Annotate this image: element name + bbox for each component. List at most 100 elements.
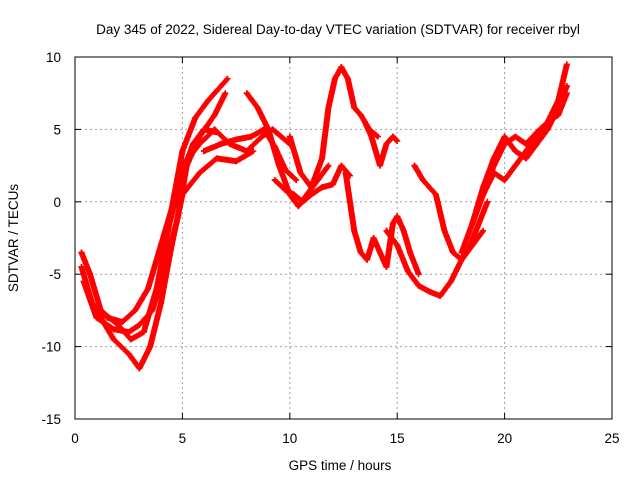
data-point [555,111,562,118]
data-point [293,177,300,184]
data-point [377,249,384,256]
data-point [319,184,326,191]
x-tick-label: 5 [179,431,187,446]
data-point [278,133,285,140]
data-point [351,227,358,234]
data-point [276,162,283,169]
x-tick-label: 25 [604,431,619,446]
data-point [338,64,345,71]
data-point [258,133,265,140]
data-point [512,162,519,169]
data-point [179,148,186,155]
data-point [319,155,326,162]
series-track-l [383,227,487,299]
series-track-p [480,90,570,198]
data-point [374,133,381,140]
data-point [563,61,570,68]
data-point [218,140,225,147]
data-point [93,307,100,314]
plot-frame [74,56,613,420]
data-point [140,329,147,336]
data-point [110,336,117,343]
data-point [213,155,220,162]
data-point [200,126,207,133]
x-tick-label: 10 [282,431,297,446]
data-point [136,321,143,328]
data-point [394,213,401,220]
data-point [80,278,87,285]
data-point [368,133,375,140]
data-point [480,191,487,198]
data-point [469,220,476,227]
data-point [512,133,519,140]
data-point [458,249,465,256]
data-point [248,133,255,140]
data-point [243,90,250,97]
data-point [523,148,530,155]
data-point [411,162,418,169]
data-point [484,198,491,205]
data-point [415,282,422,289]
data-point [166,220,173,227]
data-point [308,191,315,198]
data-point [233,158,240,165]
data-point [533,133,540,140]
data-point [190,140,197,147]
data-point [419,177,426,184]
data-point [179,162,186,169]
data-point [78,263,85,270]
series-markers [342,169,422,276]
data-point [450,249,457,256]
data-point [265,126,272,133]
axis-ticks: 0 5 10 15 20 25 -15 -10 -5 0 5 10 [41,50,619,446]
data-point [544,119,551,126]
data-point [437,292,444,299]
data-point [145,285,152,292]
data-point [383,140,390,147]
data-point [196,169,203,176]
data-point [243,148,250,155]
data-point [490,169,497,176]
series-track-m [411,162,491,263]
data-point [394,137,401,144]
series-track-i [286,64,381,191]
data-point [351,104,358,111]
data-point [125,350,132,357]
data-point [394,242,401,249]
data-point [361,119,368,126]
data-point [132,307,139,314]
data-point [563,82,570,89]
data-point [254,104,261,111]
series-track-c [78,126,220,343]
data-point [441,227,448,234]
y-tick-label: 5 [53,122,61,137]
data-point [211,111,218,118]
data-point [377,162,384,169]
data-point [200,148,207,155]
chart-title: Day 345 of 2022, Sidereal Day-to-day VTE… [96,22,580,37]
data-point [357,111,364,118]
data-point [196,140,203,147]
data-point [415,271,422,278]
data-point [295,203,302,210]
y-tick-label: 10 [46,50,61,65]
data-point [480,227,487,234]
data-point [325,162,332,169]
y-tick-label: 0 [53,195,61,210]
data-point [490,155,497,162]
data-point [157,300,164,307]
data-point [467,242,474,249]
data-point [153,285,160,292]
data-point [87,271,94,278]
data-point [110,326,117,333]
data-point [407,249,414,256]
data-point [342,169,349,176]
data-point [331,75,338,82]
y-tick-label: -15 [41,412,61,427]
data-point [297,169,304,176]
series-track-k [361,119,401,169]
data-point [338,162,345,169]
data-point [211,126,218,133]
x-tick-label: 15 [390,431,405,446]
data-point [329,181,336,188]
